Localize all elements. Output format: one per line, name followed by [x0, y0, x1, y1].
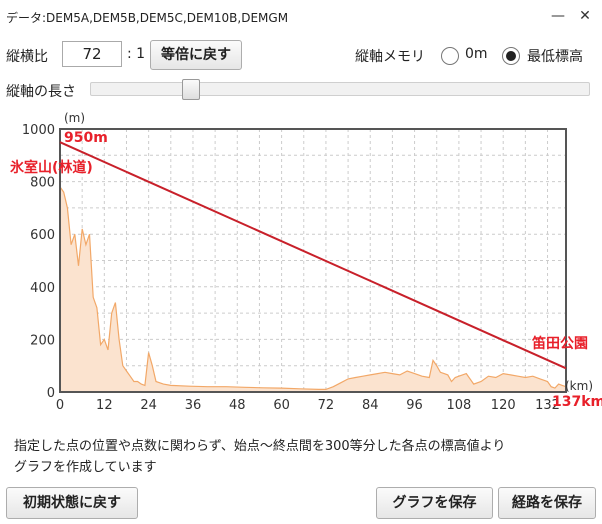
chart-frame: [59, 128, 567, 393]
y-tick-label: 600: [30, 228, 55, 243]
x-tick-label: 132: [535, 398, 560, 413]
x-tick-label: 96: [406, 398, 423, 413]
y-tick-label: 400: [30, 281, 55, 296]
x-axis-unit: (km): [565, 379, 593, 393]
reset-ratio-button[interactable]: 等倍に戻す: [150, 40, 242, 70]
save-route-button[interactable]: 経路を保存: [498, 487, 596, 519]
ratio-input[interactable]: [62, 41, 122, 67]
x-tick-label: 72: [318, 398, 335, 413]
note-line-2: グラフを作成しています: [14, 460, 157, 475]
x-tick-label: 60: [273, 398, 290, 413]
axis-length-slider-thumb[interactable]: [181, 79, 200, 100]
minimize-button[interactable]: —: [551, 8, 565, 24]
axis-length-track[interactable]: [90, 82, 590, 96]
radio-min-label: 最低標高: [527, 49, 583, 65]
elevation-profile-line: [59, 186, 567, 390]
reset-initial-state-button[interactable]: 初期状態に戻す: [6, 487, 138, 519]
elevation-chart: 0 200 400 600 800 1000 0 12 24 36 48 60 72 84 96 108 12…: [10, 111, 602, 413]
save-graph-button[interactable]: グラフを保存: [376, 487, 493, 519]
explanation-note: 指定した点の位置や点数に関わらず、始点～終点間を300等分した各点の標高値より …: [14, 436, 505, 478]
y-axis-unit: (m): [64, 111, 85, 125]
start-elevation-label: 950m: [64, 130, 108, 146]
note-line-1: 指定した点の位置や点数に関わらず、始点～終点間を300等分した各点の標高値より: [14, 439, 506, 454]
chart-grid: [59, 129, 566, 392]
window-title: データ:DEM5A,DEM5B,DEM5C,DEM10B,DEMGM: [6, 11, 289, 25]
y-tick-label: 200: [30, 333, 55, 348]
y-tick-label: 1000: [22, 123, 55, 138]
axis-length-label: 縦軸の長さ: [6, 84, 76, 100]
radio-zero-label: 0m: [465, 46, 488, 62]
x-tick-label: 48: [229, 398, 246, 413]
x-tick-label: 0: [56, 398, 64, 413]
start-point-name: 氷室山(林道): [10, 159, 93, 176]
elevation-profile-area: [60, 186, 566, 392]
x-tick-label: 120: [491, 398, 516, 413]
y-tick-label: 0: [47, 386, 55, 401]
close-button[interactable]: ✕: [579, 8, 591, 24]
x-tick-label: 84: [362, 398, 379, 413]
scale-label: 縦軸メモリ: [355, 49, 425, 65]
x-tick-label: 36: [185, 398, 202, 413]
ratio-suffix: : 1: [127, 46, 146, 62]
x-tick-label: 12: [96, 398, 113, 413]
straight-line-start-end: [59, 141, 567, 370]
end-distance-label: 137km: [552, 394, 602, 410]
x-tick-label: 108: [446, 398, 471, 413]
y-tick-label: 800: [30, 176, 55, 191]
radio-min-elevation[interactable]: [502, 47, 520, 65]
x-tick-label: 24: [140, 398, 157, 413]
ratio-label: 縦横比: [6, 49, 48, 65]
end-point-name: 笛田公園: [531, 335, 588, 352]
radio-zero[interactable]: [441, 47, 459, 65]
